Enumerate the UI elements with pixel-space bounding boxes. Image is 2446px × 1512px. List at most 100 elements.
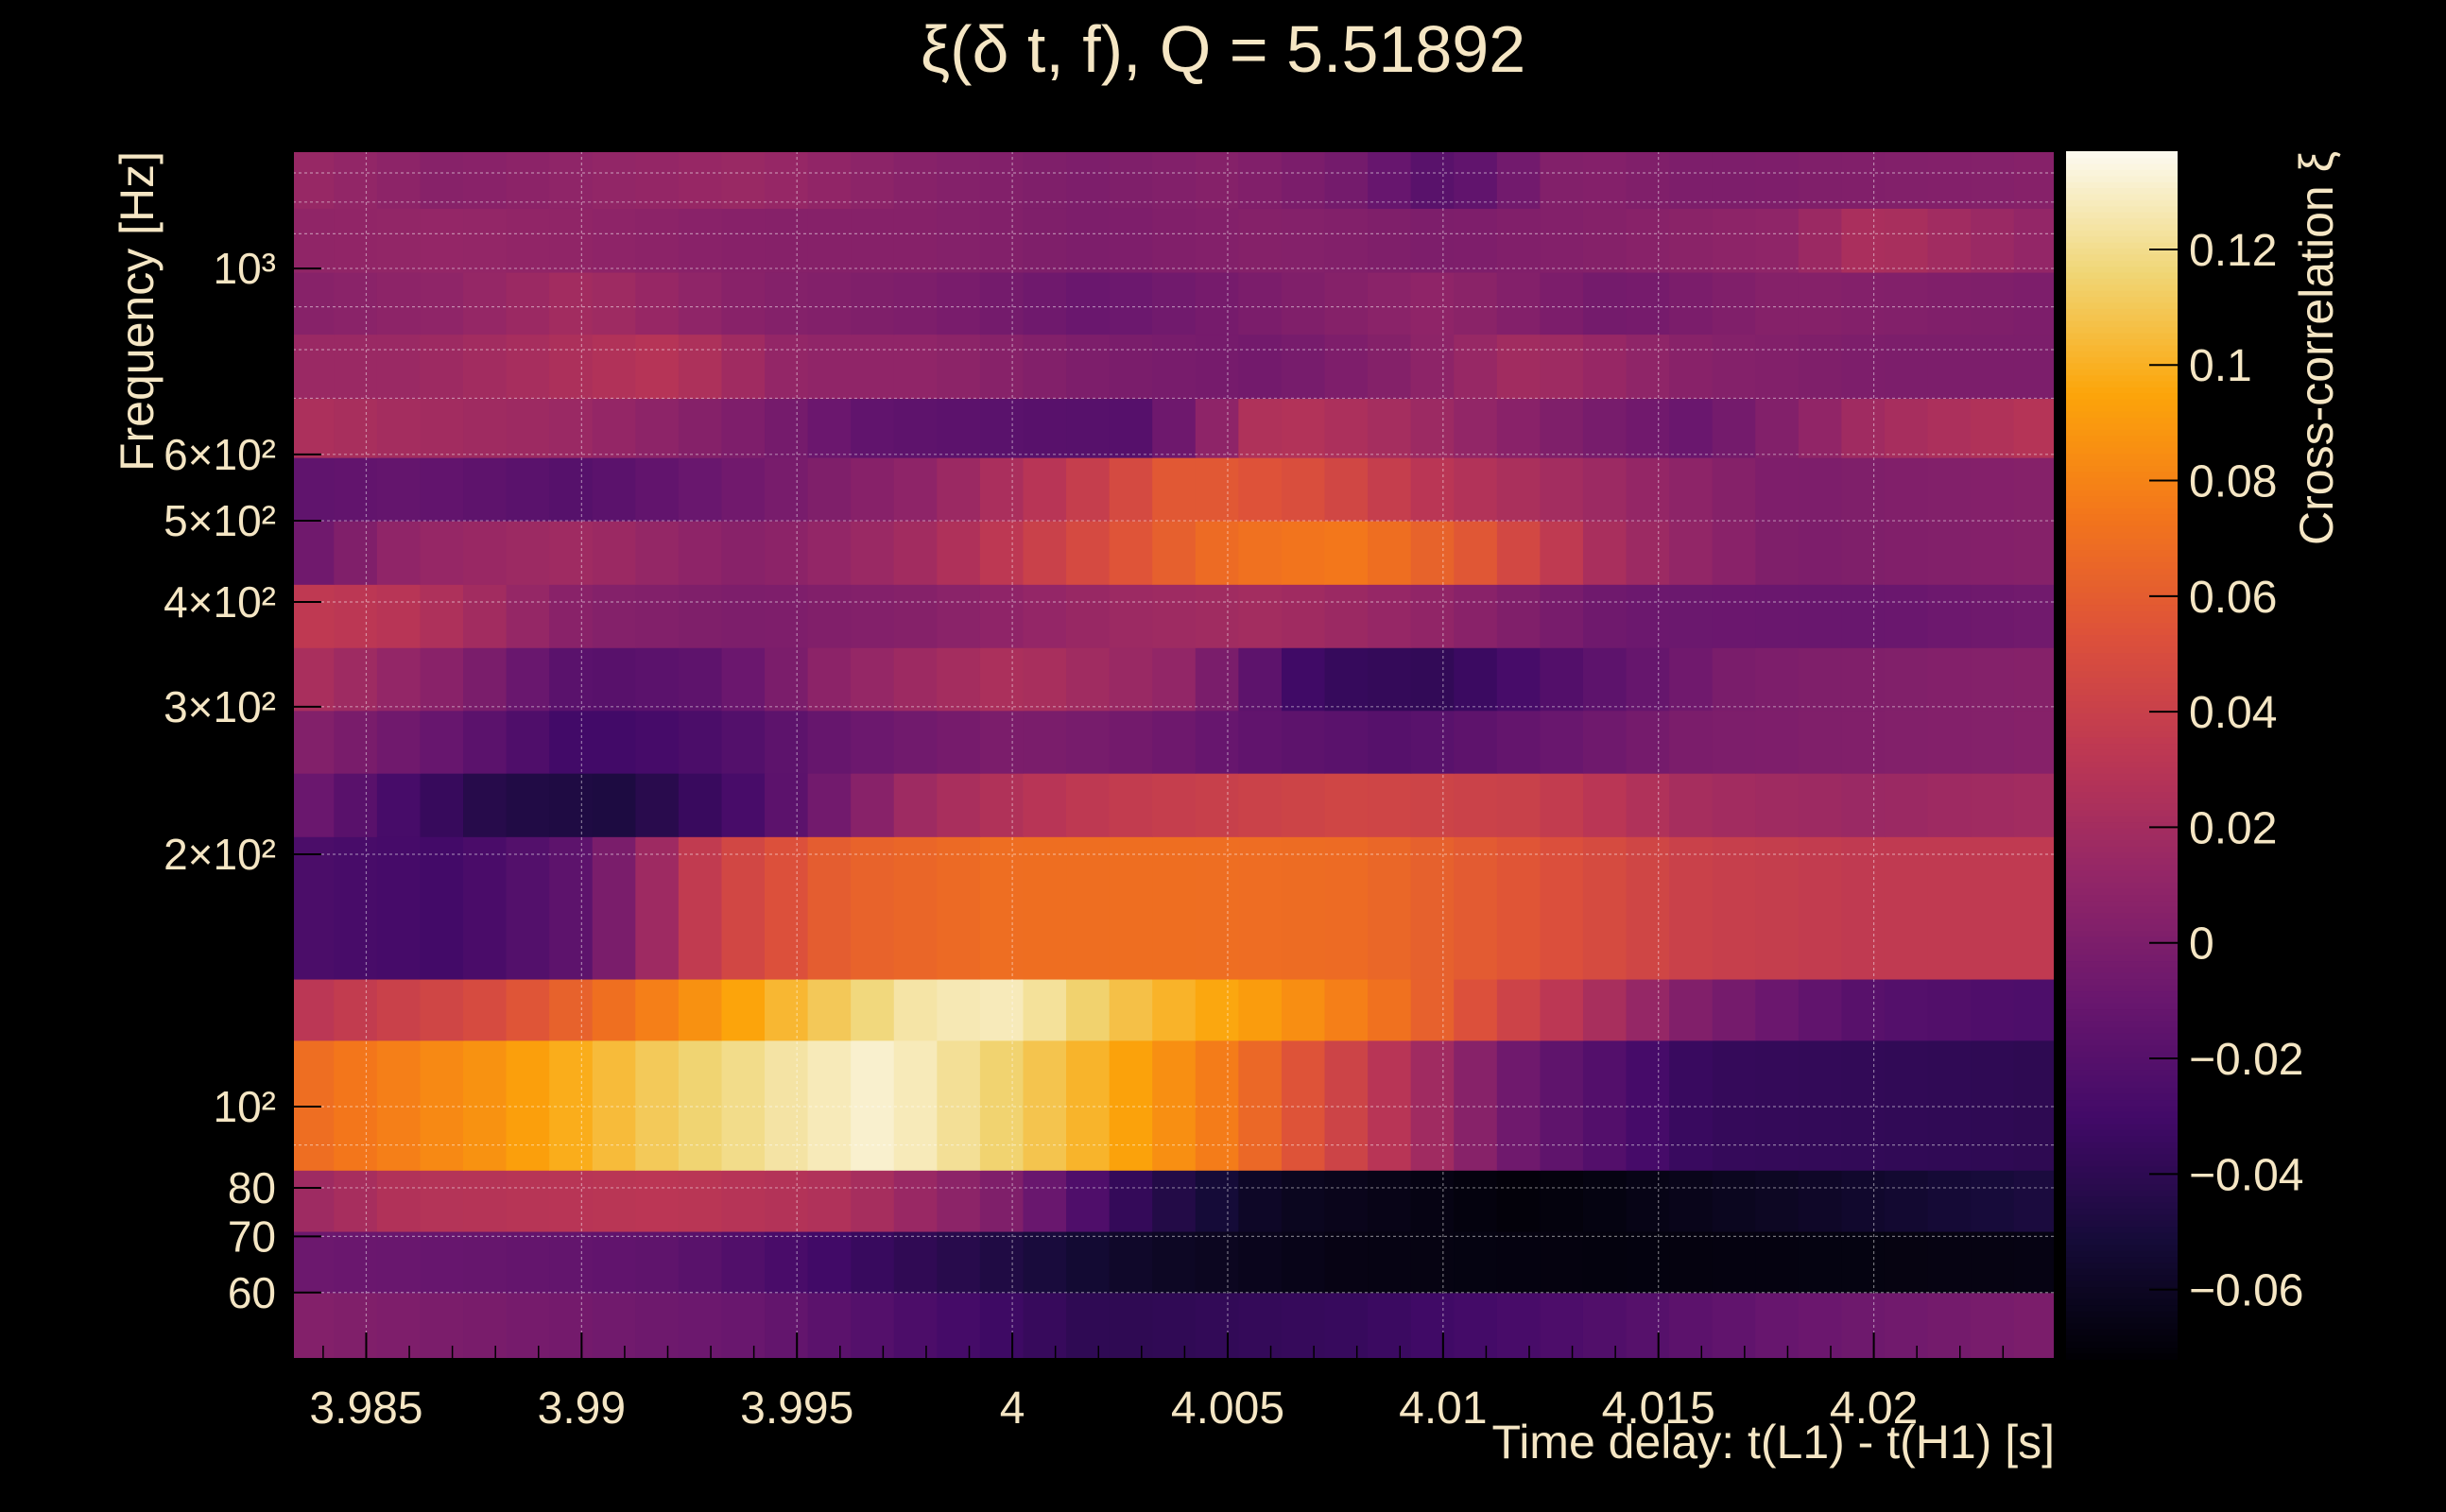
heatmap-cell [1152,1170,1197,1232]
heatmap-cell [549,457,594,522]
heatmap-cell [979,334,1025,400]
heatmap-cell [1582,521,1628,585]
heatmap-cell [1410,710,1455,774]
heatmap-cell [376,1040,422,1171]
y-tick-label: 5×10² [164,496,276,545]
heatmap-cell [1109,773,1153,837]
colorbar-swatch [2066,978,2178,986]
heatmap-cell [1798,398,1842,458]
heatmap-cell [293,1040,335,1171]
colorbar-swatch [2066,821,2178,829]
heatmap-cell [1884,710,1929,774]
colorbar-swatch [2066,784,2178,793]
heatmap-cell [1023,836,1067,980]
colorbar-swatch [2066,1208,2178,1215]
heatmap-cell [1195,334,1239,400]
heatmap-cell [1540,584,1584,648]
heatmap-cell [1798,1170,1842,1232]
heatmap-cell [1109,647,1153,712]
colorbar-swatch [2066,271,2178,279]
colorbar-swatch [2066,766,2178,774]
heatmap-cell [2013,836,2056,980]
heatmap-cell [1195,208,1239,273]
heatmap-cell [635,836,680,980]
heatmap-cell [1324,151,1369,209]
heatmap-cell [635,1170,680,1232]
heatmap-cell [979,398,1025,458]
colorbar-swatch [2066,1123,2178,1130]
heatmap-cell [1238,710,1283,774]
heatmap-cell [1755,151,1800,209]
colorbar-swatch [2066,217,2178,225]
heatmap-cell [1755,1230,1800,1294]
heatmap-cell [1238,584,1283,648]
heatmap-cell [549,1230,594,1294]
heatmap-cell [1023,584,1067,648]
colorbar-tick-label: 0 [2189,919,2214,970]
heatmap-cell [1712,710,1756,774]
heatmap-cell [1669,978,1714,1041]
colorbar-swatch [2066,519,2178,526]
heatmap-cell [937,1230,981,1294]
heatmap-cell [1798,710,1842,774]
heatmap-cell [1884,1170,1929,1232]
colorbar-swatch [2066,713,2178,720]
colorbar-swatch [2066,531,2178,539]
colorbar-swatch [2066,869,2178,877]
colorbar-swatch [2066,404,2178,412]
heatmap-cell [1798,1292,1842,1360]
heatmap-cell [420,1292,464,1360]
colorbar-swatch [2066,718,2178,726]
heatmap-cell [979,1040,1025,1171]
heatmap-cell [765,334,809,400]
heatmap-cell [420,978,464,1041]
heatmap-cell [592,710,636,774]
heatmap-cell [1496,1170,1541,1232]
heatmap-cell [979,1170,1025,1232]
heatmap-cell [851,647,895,712]
heatmap-cell [506,584,550,648]
colorbar-swatch [2066,1087,2178,1094]
heatmap-cell [1368,978,1412,1041]
heatmap-cell [1410,584,1455,648]
heatmap-cell [1755,584,1800,648]
heatmap-cell [1971,647,2015,712]
heatmap-cell [1712,978,1756,1041]
heatmap-cell [463,271,508,335]
heatmap-cell [765,978,809,1041]
heatmap-cell [1971,710,2015,774]
heatmap-cell [1626,208,1670,273]
heatmap-cell [1841,1292,1886,1360]
heatmap-cell [1454,398,1498,458]
heatmap-cell [1281,1292,1326,1360]
heatmap-cell [463,334,508,400]
colorbar-swatch [2066,1322,2178,1330]
colorbar-swatch [2066,199,2178,207]
heatmap-cell [463,773,508,837]
heatmap-cell [893,398,938,458]
heatmap-cell [893,521,938,585]
colorbar-swatch [2066,1183,2178,1191]
colorbar-swatch [2066,513,2178,521]
heatmap-cell [1582,647,1628,712]
heatmap-cell [1626,710,1670,774]
x-axis-ticks: 3.985 3.99 3.995 4 4.005 4.01 4.015 4.02 [309,1332,2005,1434]
colorbar-swatch [2066,1051,2178,1058]
heatmap-cell [1023,208,1067,273]
heatmap-cell [1066,1292,1111,1360]
heatmap-cell [807,978,852,1041]
heatmap-cell [1324,647,1369,712]
colorbar-swatch [2066,972,2178,980]
heatmap-cell [807,836,852,980]
heatmap-cell [592,271,636,335]
heatmap-cell [334,457,378,522]
heatmap-cell [293,457,335,522]
colorbar-swatch [2066,658,2178,665]
colorbar-swatch [2066,833,2178,841]
heatmap-cell [1152,710,1197,774]
heatmap-cell [1368,1230,1412,1294]
colorbar-swatch [2066,205,2178,213]
heatmap-cell [1066,773,1111,837]
heatmap-cell [1238,334,1283,400]
